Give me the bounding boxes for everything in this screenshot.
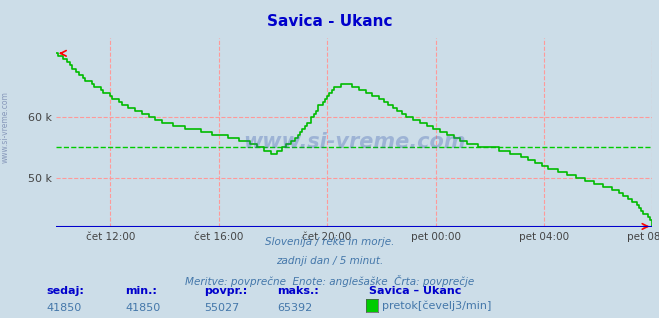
Text: www.si-vreme.com: www.si-vreme.com bbox=[1, 91, 10, 163]
Text: 41850: 41850 bbox=[46, 303, 81, 313]
Text: 65392: 65392 bbox=[277, 303, 312, 313]
Text: Savica – Ukanc: Savica – Ukanc bbox=[369, 286, 461, 296]
Text: sedaj:: sedaj: bbox=[46, 286, 84, 296]
Text: Meritve: povprečne  Enote: anglešaške  Črta: povprečje: Meritve: povprečne Enote: anglešaške Črt… bbox=[185, 275, 474, 287]
Text: pretok[čevelj3/min]: pretok[čevelj3/min] bbox=[382, 301, 492, 311]
Text: zadnji dan / 5 minut.: zadnji dan / 5 minut. bbox=[276, 256, 383, 266]
Text: povpr.:: povpr.: bbox=[204, 286, 248, 296]
Text: maks.:: maks.: bbox=[277, 286, 318, 296]
Text: 55027: 55027 bbox=[204, 303, 239, 313]
Text: Slovenija / reke in morje.: Slovenija / reke in morje. bbox=[265, 237, 394, 247]
Text: min.:: min.: bbox=[125, 286, 157, 296]
Text: 41850: 41850 bbox=[125, 303, 160, 313]
Text: www.si-vreme.com: www.si-vreme.com bbox=[243, 132, 465, 152]
Text: Savica - Ukanc: Savica - Ukanc bbox=[267, 14, 392, 29]
